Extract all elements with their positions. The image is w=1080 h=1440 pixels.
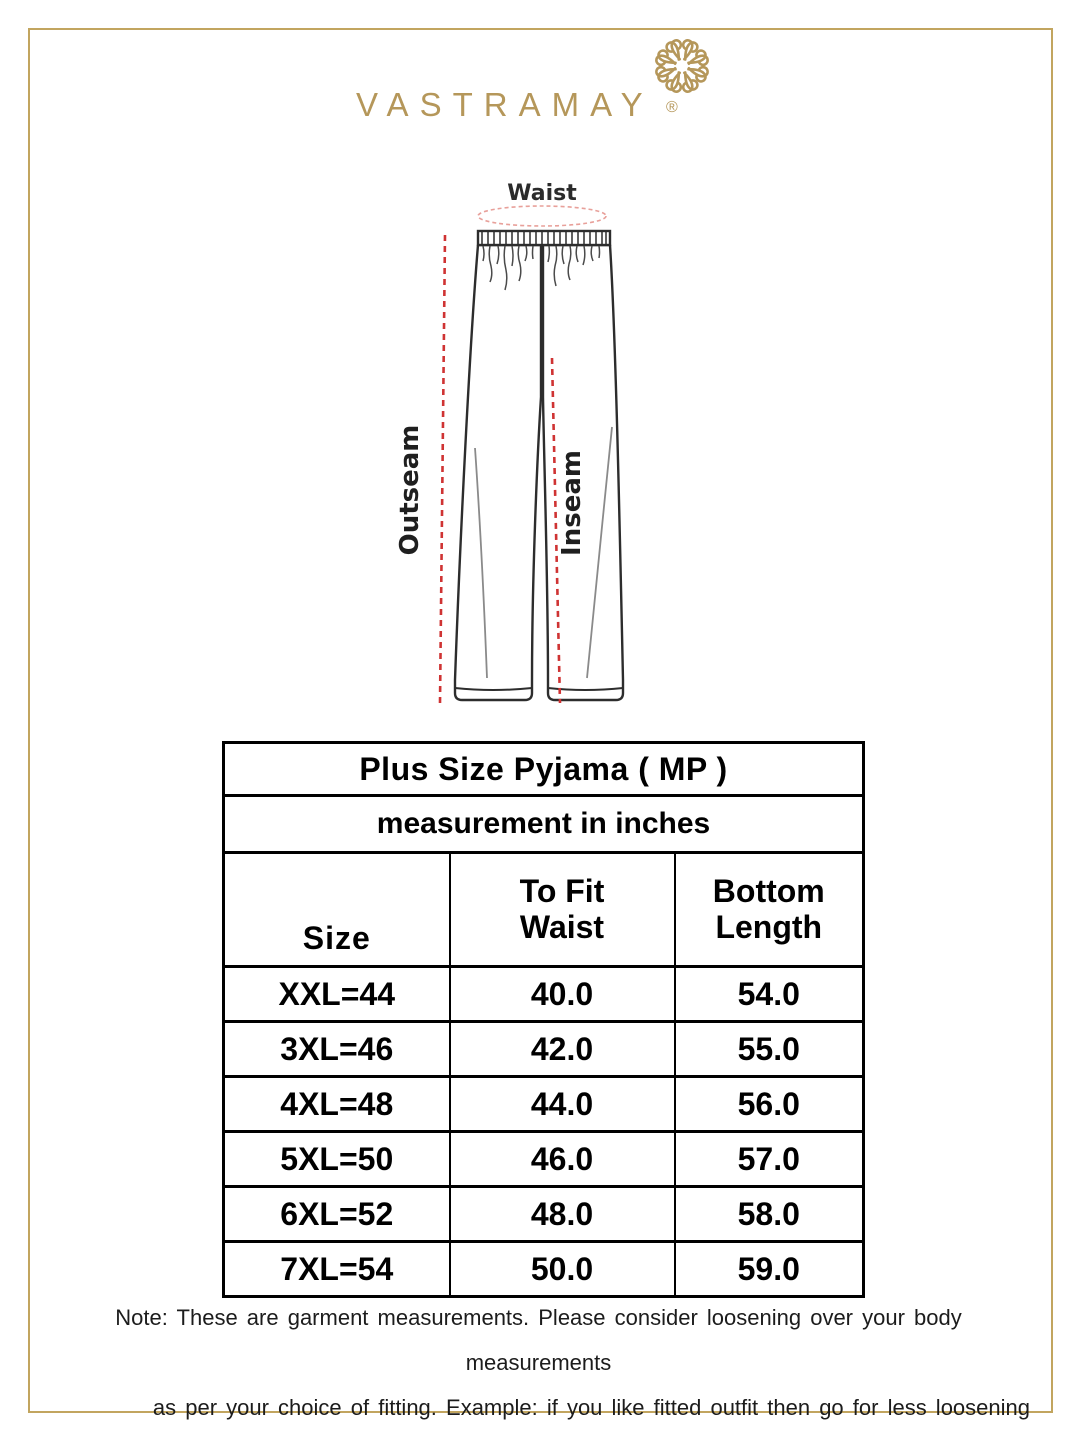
header-line: Length [715, 908, 823, 945]
note-line-1: Note: These are garment measurements. Pl… [115, 1305, 962, 1375]
length-cell: 58.0 [673, 1185, 865, 1243]
size-cell: 4XL=48 [222, 1075, 451, 1133]
length-cell: 57.0 [673, 1130, 865, 1188]
pyjama-measurement-diagram: Waist Outsea [395, 181, 625, 704]
waist-cell: 42.0 [448, 1020, 676, 1078]
table-title: Plus Size Pyjama ( MP ) [222, 741, 865, 797]
crease-lines [474, 426, 613, 679]
elastic-gathers [482, 245, 601, 291]
table-row: 3XL=46 42.0 55.0 [222, 1020, 865, 1078]
header-line: Waist [519, 908, 605, 945]
waist-cell: 44.0 [448, 1075, 676, 1133]
inseam-label: Inseam [557, 450, 587, 556]
size-cell: 3XL=46 [222, 1020, 451, 1078]
waistband [476, 229, 612, 247]
column-header-size: Size [222, 851, 451, 968]
note-line-2: as per your choice of fitting. Example: … [152, 1395, 1030, 1420]
table-row: 7XL=54 50.0 59.0 [222, 1240, 865, 1298]
inseam-line [550, 357, 562, 704]
header-line: Bottom [712, 872, 825, 909]
pant-outline [453, 243, 625, 702]
waist-cell: 48.0 [448, 1185, 676, 1243]
measurement-note: Note: These are garment measurements. Pl… [47, 1295, 1030, 1430]
outseam-line [438, 234, 447, 704]
length-cell: 56.0 [673, 1075, 865, 1133]
table-header-row: Size To Fit Waist Bottom Length [222, 851, 865, 968]
length-cell: 55.0 [673, 1020, 865, 1078]
mandala-flower-icon [655, 39, 709, 93]
table-row: XXL=44 40.0 54.0 [222, 965, 865, 1023]
waist-cell: 46.0 [448, 1130, 676, 1188]
column-header-bottom-length: Bottom Length [673, 851, 865, 968]
table-row: 4XL=48 44.0 56.0 [222, 1075, 865, 1133]
waist-cell: 50.0 [448, 1240, 676, 1298]
outseam-label: Outseam [395, 425, 425, 556]
waist-ellipse [477, 205, 607, 227]
size-cell: 6XL=52 [222, 1185, 451, 1243]
registered-trademark-symbol: ® [666, 99, 678, 116]
length-cell: 54.0 [673, 965, 865, 1023]
waist-cell: 40.0 [448, 965, 676, 1023]
header-line: To Fit [519, 872, 605, 909]
table-subtitle: measurement in inches [222, 794, 865, 854]
size-cell: 7XL=54 [222, 1240, 451, 1298]
column-header-to-fit-waist: To Fit Waist [448, 851, 676, 968]
size-cell: XXL=44 [222, 965, 451, 1023]
table-row: 5XL=50 46.0 57.0 [222, 1130, 865, 1188]
brand-logo-text: VASTRAMAY [356, 86, 654, 123]
size-chart-table: Plus Size Pyjama ( MP ) measurement in i… [222, 741, 866, 1298]
table-row: 6XL=52 48.0 58.0 [222, 1185, 865, 1243]
waist-label: Waist [507, 181, 577, 206]
length-cell: 59.0 [673, 1240, 865, 1298]
waistband-elastic-ticks [481, 232, 607, 244]
size-cell: 5XL=50 [222, 1130, 451, 1188]
